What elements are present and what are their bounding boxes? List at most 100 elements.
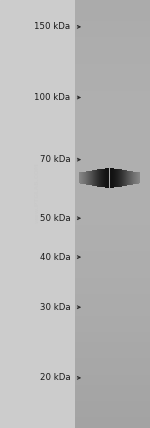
Bar: [75, 134, 150, 139]
Bar: [75, 268, 150, 273]
Bar: [98, 169, 99, 187]
Bar: [75, 364, 150, 369]
Bar: [81, 172, 82, 184]
Bar: [134, 172, 135, 184]
Bar: [75, 145, 150, 150]
Bar: [75, 391, 150, 396]
Bar: [75, 230, 150, 235]
Bar: [75, 128, 150, 134]
Bar: [75, 54, 150, 59]
Bar: [75, 70, 150, 75]
Text: www.PTGLAB.COM: www.PTGLAB.COM: [35, 162, 40, 223]
Bar: [123, 170, 124, 186]
Bar: [75, 310, 150, 316]
Bar: [108, 168, 109, 187]
Bar: [104, 169, 105, 187]
Bar: [75, 21, 150, 27]
Bar: [87, 171, 88, 185]
Bar: [75, 91, 150, 96]
Bar: [95, 170, 96, 186]
Bar: [75, 43, 150, 48]
Bar: [75, 209, 150, 214]
Bar: [75, 187, 150, 193]
Bar: [75, 32, 150, 37]
Bar: [112, 168, 113, 187]
Bar: [75, 48, 150, 54]
Bar: [75, 220, 150, 225]
Bar: [130, 171, 131, 185]
Bar: [139, 172, 140, 184]
Bar: [75, 75, 150, 80]
Bar: [125, 170, 126, 186]
Bar: [75, 300, 150, 305]
Bar: [75, 294, 150, 300]
Bar: [75, 423, 150, 428]
Bar: [133, 172, 134, 184]
Bar: [75, 171, 150, 177]
Bar: [75, 166, 150, 171]
Bar: [94, 170, 95, 186]
Bar: [75, 337, 150, 342]
Bar: [97, 169, 98, 187]
Bar: [113, 169, 114, 187]
Text: 50 kDa: 50 kDa: [40, 214, 70, 223]
Bar: [131, 171, 132, 185]
Bar: [118, 169, 119, 187]
Bar: [75, 273, 150, 278]
Bar: [75, 262, 150, 268]
Bar: [75, 252, 150, 257]
Bar: [79, 172, 80, 184]
Bar: [75, 385, 150, 391]
Bar: [75, 278, 150, 284]
Bar: [138, 172, 139, 184]
Text: 150 kDa: 150 kDa: [34, 22, 70, 31]
Bar: [75, 283, 150, 289]
Bar: [89, 171, 90, 185]
Bar: [75, 155, 150, 160]
Bar: [75, 359, 150, 364]
Bar: [75, 0, 150, 5]
Bar: [83, 172, 84, 184]
Bar: [75, 396, 150, 401]
Bar: [75, 407, 150, 412]
Bar: [120, 169, 121, 187]
Bar: [75, 118, 150, 123]
Bar: [75, 289, 150, 294]
Bar: [137, 172, 138, 184]
Bar: [75, 332, 150, 337]
Bar: [115, 169, 116, 187]
Bar: [129, 171, 130, 185]
Bar: [103, 169, 104, 187]
Bar: [105, 169, 106, 187]
Bar: [75, 316, 150, 321]
Bar: [75, 38, 150, 43]
Bar: [75, 326, 150, 332]
Bar: [128, 171, 129, 185]
Text: 100 kDa: 100 kDa: [34, 93, 70, 102]
Bar: [75, 16, 150, 21]
Bar: [85, 172, 86, 184]
Bar: [75, 11, 150, 16]
Bar: [75, 107, 150, 113]
Bar: [91, 171, 92, 185]
Bar: [106, 168, 107, 187]
Bar: [107, 168, 108, 187]
Bar: [75, 6, 150, 11]
Bar: [75, 139, 150, 144]
Bar: [119, 169, 120, 187]
Bar: [75, 369, 150, 374]
Bar: [110, 168, 111, 187]
Bar: [75, 353, 150, 358]
Bar: [75, 321, 150, 327]
Bar: [0, 0, 75, 428]
Bar: [103, 169, 104, 187]
Bar: [101, 169, 102, 187]
Bar: [124, 170, 125, 186]
Bar: [75, 257, 150, 262]
Bar: [118, 169, 119, 187]
Bar: [80, 172, 81, 184]
Bar: [135, 172, 136, 184]
Bar: [75, 182, 150, 187]
Bar: [114, 169, 115, 187]
Bar: [75, 417, 150, 423]
